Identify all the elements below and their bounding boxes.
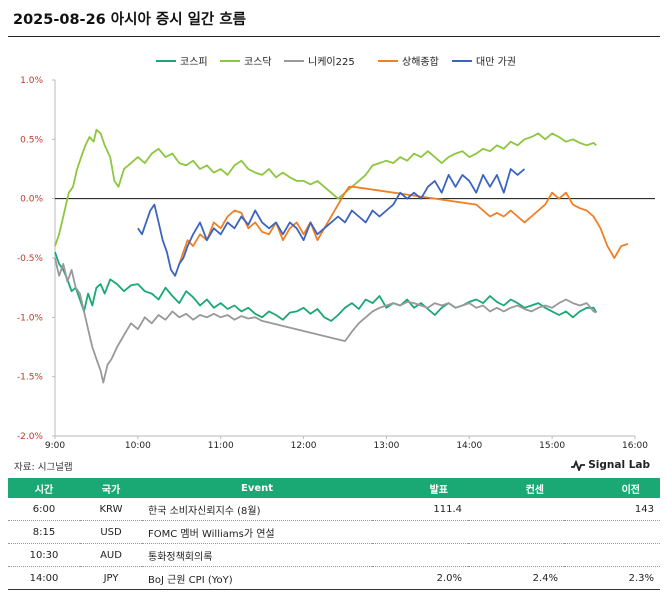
chart-grid xyxy=(54,80,655,437)
cell-time: 14:00 xyxy=(8,566,80,590)
header-previous: 이전 xyxy=(564,478,660,498)
cell-previous xyxy=(564,543,660,567)
pulse-icon xyxy=(571,459,586,471)
legend-label: 니케이225 xyxy=(308,56,355,68)
title-divider xyxy=(8,36,660,37)
cell-event: BoJ 근원 CPI (YoY) xyxy=(142,566,372,590)
header-time: 시간 xyxy=(8,478,80,498)
x-tick-label: 12:00 xyxy=(291,441,317,451)
y-tick-label: -1.5% xyxy=(17,373,44,383)
legend-label: 코스피 xyxy=(180,56,208,68)
y-tick-label: -0.5% xyxy=(17,254,44,264)
y-tick-label: 1.0% xyxy=(20,76,43,86)
cell-previous: 143 xyxy=(564,498,660,521)
cell-previous xyxy=(564,520,660,544)
y-tick-label: -2.0% xyxy=(17,432,44,442)
cell-actual xyxy=(372,543,468,567)
series-line-2 xyxy=(54,128,597,247)
line-chart: 코스피 코스닥 니케이225 상해종합 대만 가권 1.0% 0.5% 0.0% -0.5% -… xyxy=(17,55,655,451)
series-line-3 xyxy=(54,257,597,384)
cell-actual: 111.4 xyxy=(372,498,468,521)
header-country: 국가 xyxy=(80,478,142,498)
cell-event: 통화정책회의록 xyxy=(142,543,372,567)
header-actual: 발표 xyxy=(372,478,468,498)
brand-logo: Signal Lab xyxy=(571,459,650,471)
series-line-4 xyxy=(178,185,629,265)
cell-country: AUD xyxy=(80,543,142,567)
cell-event: FOMC 멤버 Williams가 연설 xyxy=(142,520,372,544)
series-line-5 xyxy=(137,168,526,277)
y-tick-label: 0.0% xyxy=(20,195,43,205)
y-tick-label: -1.0% xyxy=(17,313,44,323)
x-tick-label: 13:00 xyxy=(373,441,399,451)
x-tick-label: 14:00 xyxy=(456,441,482,451)
header-event: Event xyxy=(142,478,372,498)
page-title: 2025-08-26 아시아 증시 일간 흐름 xyxy=(13,12,247,28)
cell-event: 한국 소비자신뢰지수 (8월) xyxy=(142,498,372,521)
chart-legend: 코스피 코스닥 니케이225 상해종합 대만 가권 xyxy=(156,55,516,68)
legend-label: 상해종합 xyxy=(402,55,439,68)
cell-country: KRW xyxy=(80,498,142,521)
cell-previous: 2.3% xyxy=(564,566,660,590)
x-tick-label: 15:00 xyxy=(539,441,565,451)
cell-time: 10:30 xyxy=(8,543,80,567)
table-header-row: 시간 국가 Event 발표 컨센 이전 xyxy=(8,478,660,498)
economic-calendar-table: 시간 국가 Event 발표 컨센 이전 6:00 KRW 한국 소비자신뢰지수… xyxy=(8,478,660,590)
header-consensus: 컨센 xyxy=(468,478,564,498)
series-line-1 xyxy=(54,251,598,322)
cell-actual xyxy=(372,520,468,544)
cell-actual: 2.0% xyxy=(372,566,468,590)
x-tick-label: 16:00 xyxy=(622,441,648,451)
cell-consensus xyxy=(468,543,564,567)
y-tick-label: 0.5% xyxy=(20,135,43,145)
cell-country: USD xyxy=(80,520,142,544)
legend-label: 코스닥 xyxy=(244,56,272,68)
table-row: 10:30 AUD 통화정책회의록 xyxy=(8,543,660,567)
table-row: 8:15 USD FOMC 멤버 Williams가 연설 xyxy=(8,520,660,544)
table-row: 6:00 KRW 한국 소비자신뢰지수 (8월) 111.4 143 xyxy=(8,498,660,521)
x-tick-label: 9:00 xyxy=(45,441,65,451)
x-axis-ticks: 9:00 10:00 11:00 12:00 13:00 14:00 15:00 16:00 xyxy=(45,436,648,451)
x-tick-label: 10:00 xyxy=(125,441,151,451)
brand-name: Signal Lab xyxy=(588,459,650,471)
cell-consensus xyxy=(468,520,564,544)
cell-consensus: 2.4% xyxy=(468,566,564,590)
cell-consensus xyxy=(468,498,564,521)
source-note: 자료: 시그널랩 xyxy=(14,462,73,473)
cell-time: 8:15 xyxy=(8,520,80,544)
cell-country: JPY xyxy=(80,566,142,590)
x-tick-label: 11:00 xyxy=(208,441,234,451)
y-axis-ticks: 1.0% 0.5% 0.0% -0.5% -1.0% -1.5% -2.0% xyxy=(17,76,55,442)
table-row: 14:00 JPY BoJ 근원 CPI (YoY) 2.0% 2.4% 2.3… xyxy=(8,566,660,590)
legend-label: 대만 가권 xyxy=(476,56,516,68)
cell-time: 6:00 xyxy=(8,498,80,521)
chart-series xyxy=(54,128,629,384)
